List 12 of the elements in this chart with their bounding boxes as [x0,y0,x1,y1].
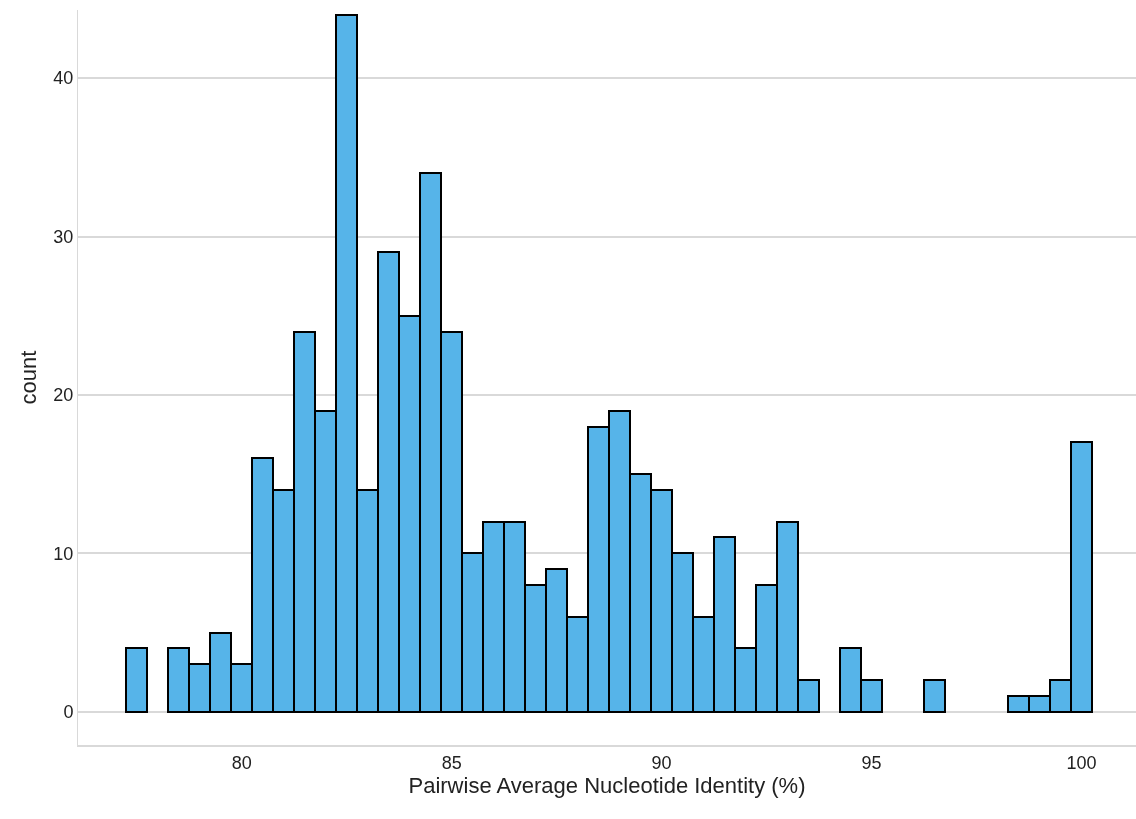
y-axis-title: count [16,350,42,405]
y-tick-label: 10 [53,543,74,564]
x-tick-label: 80 [231,752,252,773]
x-axis-title: Pairwise Average Nucleotide Identity (%) [408,773,806,798]
x-tick-label: 95 [861,752,882,773]
x-tick-label: 90 [651,752,672,773]
y-tick-label: 0 [63,702,74,723]
y-tick-label: 30 [53,226,74,247]
x-tick-label: 85 [441,752,462,773]
x-tick-label: 100 [1066,752,1097,773]
y-tick-label: 40 [53,68,74,89]
y-tick-label: 20 [53,385,74,406]
